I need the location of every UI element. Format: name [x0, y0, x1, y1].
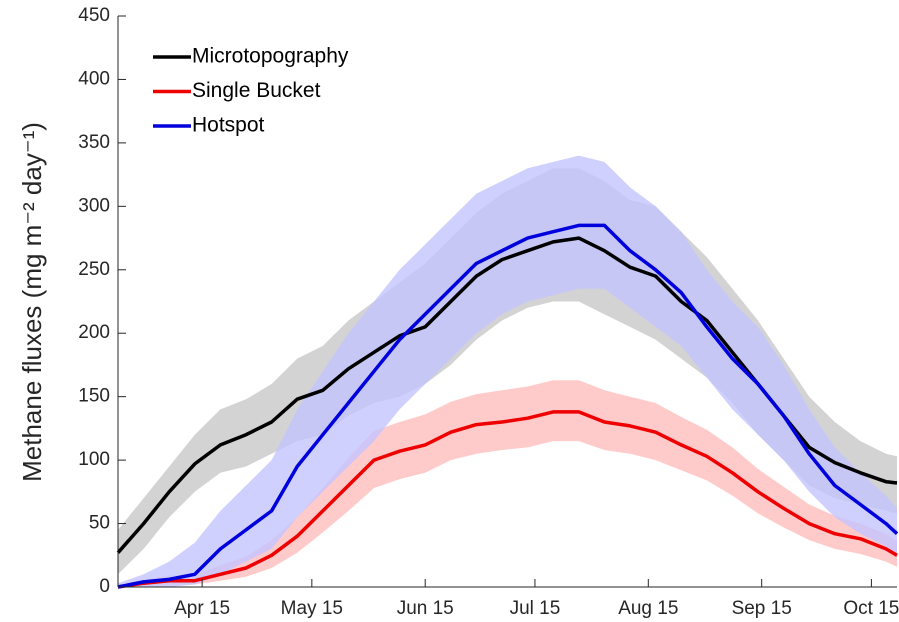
y-tick-label: 200	[78, 322, 110, 343]
y-tick-label: 400	[78, 68, 110, 89]
x-tick-label: Jul 15	[510, 598, 561, 619]
y-axis-label: Methane fluxes (mg m⁻² day⁻¹)	[17, 122, 47, 482]
y-tick-label: 0	[99, 576, 110, 597]
x-tick-label: Aug 15	[618, 598, 678, 619]
series-line	[117, 223, 899, 589]
series-line	[117, 410, 898, 589]
error-band	[118, 155, 897, 587]
y-tick-label: 450	[78, 5, 110, 26]
x-tick-label: Sep 15	[732, 598, 792, 619]
y-tick-label: 50	[89, 513, 110, 534]
x-tick-label: May 15	[281, 598, 343, 619]
y-tick-label: 350	[78, 132, 110, 153]
y-tick-label: 250	[78, 259, 110, 280]
legend-label: Single Bucket	[192, 79, 321, 102]
legend-label: Hotspot	[192, 114, 265, 137]
legend-label: Microtopography	[192, 45, 349, 68]
y-tick-label: 100	[78, 449, 110, 470]
x-tick-label: Jun 15	[397, 598, 454, 619]
y-tick-label: 150	[78, 386, 110, 407]
y-tick-label: 300	[78, 195, 110, 216]
error-band	[118, 380, 897, 587]
x-tick-label: Oct 15	[843, 598, 899, 619]
x-tick-label: Apr 15	[174, 598, 230, 619]
